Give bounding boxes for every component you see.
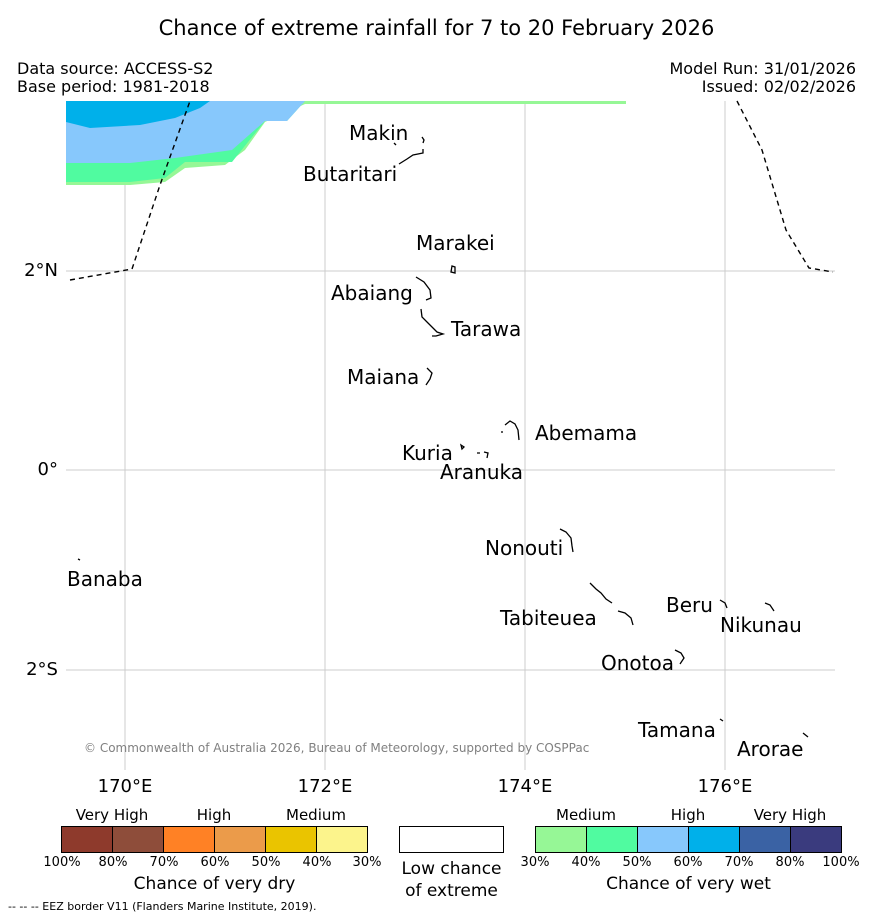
lat-label: 0° bbox=[37, 459, 58, 480]
gridlines bbox=[66, 101, 835, 770]
wet-swatch bbox=[791, 827, 841, 852]
dry-tick-label: 60% bbox=[200, 855, 230, 870]
island-kuria bbox=[459, 443, 466, 451]
eez-border-west bbox=[69, 100, 191, 281]
wet-tick-label: 80% bbox=[775, 855, 805, 870]
eez-border-note: -- -- -- EEZ border V11 (Flanders Marine… bbox=[8, 900, 317, 913]
place-label-marakei: Marakei bbox=[416, 231, 495, 255]
place-label-beru: Beru bbox=[666, 593, 713, 617]
copyright-notice: © Commonwealth of Australia 2026, Bureau… bbox=[84, 741, 590, 755]
place-label-arorae: Arorae bbox=[737, 737, 804, 761]
dry-legend-title: Chance of very dry bbox=[133, 874, 296, 894]
wet-colorbar bbox=[535, 826, 842, 853]
dry-swatch bbox=[113, 827, 164, 852]
islands bbox=[77, 136, 809, 738]
dry-group-label: Medium bbox=[286, 806, 346, 824]
source-info: Data source: ACCESS-S2 Base period: 1981… bbox=[17, 60, 213, 96]
place-label-aranuka: Aranuka bbox=[440, 460, 523, 484]
low-chance-line1: Low chance bbox=[401, 859, 502, 879]
dry-swatch bbox=[215, 827, 266, 852]
wet-swatch bbox=[740, 827, 791, 852]
dry-swatch bbox=[164, 827, 215, 852]
island-butaritari bbox=[398, 149, 424, 165]
dry-tick-label: 80% bbox=[98, 855, 128, 870]
base-period-text: Base period: 1981-2018 bbox=[17, 77, 210, 96]
place-label-tabiteuea: Tabiteuea bbox=[500, 606, 597, 630]
island-makin bbox=[421, 136, 425, 144]
place-label-abaiang: Abaiang bbox=[331, 281, 413, 305]
place-label-butaritari: Butaritari bbox=[303, 162, 398, 186]
eez-border-east bbox=[736, 100, 834, 273]
dry-swatch bbox=[266, 827, 317, 852]
data-source-text: Data source: ACCESS-S2 bbox=[17, 59, 214, 78]
run-info: Model Run: 31/01/2026 Issued: 02/02/2026 bbox=[670, 60, 857, 96]
wet-swatch bbox=[587, 827, 638, 852]
island-beru bbox=[719, 599, 728, 609]
eez-border bbox=[69, 100, 834, 281]
dry-tick-label: 30% bbox=[352, 855, 382, 870]
wet-swatch bbox=[689, 827, 740, 852]
wet-60-70-region bbox=[66, 101, 210, 128]
wet-legend-title: Chance of very wet bbox=[606, 874, 771, 894]
island-arorae bbox=[802, 732, 809, 738]
place-label-nikunau: Nikunau bbox=[720, 613, 802, 637]
place-label-kuria: Kuria bbox=[402, 441, 453, 465]
map-title: Chance of extreme rainfall for 7 to 20 F… bbox=[158, 16, 715, 40]
place-label-onotoa: Onotoa bbox=[601, 651, 674, 675]
dry-colorbar bbox=[61, 826, 368, 853]
island-aranuka bbox=[477, 451, 489, 459]
island-tarawa bbox=[420, 308, 446, 337]
lon-label: 174°E bbox=[497, 776, 553, 797]
wet-group-label: Medium bbox=[556, 806, 616, 824]
dry-group-label: Very High bbox=[75, 806, 149, 824]
issued-text: Issued: 02/02/2026 bbox=[701, 77, 856, 96]
lon-label: 170°E bbox=[97, 776, 153, 797]
place-label-tarawa: Tarawa bbox=[451, 317, 522, 341]
island-onotoa bbox=[674, 649, 685, 665]
island-nonouti bbox=[559, 528, 574, 553]
wet-group-label: High bbox=[670, 806, 706, 824]
low-chance-label: Low chance of extreme bbox=[385, 858, 518, 902]
place-label-maiana: Maiana bbox=[347, 365, 420, 389]
lon-label: 176°E bbox=[697, 776, 753, 797]
dry-tick-label: 50% bbox=[251, 855, 281, 870]
wet-tick-label: 100% bbox=[822, 855, 860, 870]
wet-probability-field bbox=[66, 101, 626, 185]
wet-tick-label: 30% bbox=[520, 855, 550, 870]
island-abaiang bbox=[415, 276, 432, 301]
island-tamana bbox=[719, 718, 724, 722]
low-chance-swatch bbox=[399, 826, 504, 853]
dry-tick-label: 100% bbox=[43, 855, 81, 870]
place-label-nonouti: Nonouti bbox=[485, 536, 564, 560]
place-label-tamana: Tamana bbox=[638, 718, 716, 742]
place-label-makin: Makin bbox=[349, 121, 409, 145]
island-maiana bbox=[425, 367, 433, 386]
lon-label: 172°E bbox=[297, 776, 353, 797]
wet-swatch bbox=[536, 827, 587, 852]
wet-tick-label: 70% bbox=[724, 855, 754, 870]
dry-swatch bbox=[317, 827, 367, 852]
wet-group-label: Very High bbox=[753, 806, 827, 824]
lat-label: 2°S bbox=[26, 659, 58, 680]
island-makin-islet bbox=[393, 142, 397, 146]
dry-group-label: High bbox=[196, 806, 232, 824]
island-tabiteuea bbox=[589, 582, 634, 626]
island-abemama bbox=[504, 420, 520, 441]
wet-tick-label: 60% bbox=[673, 855, 703, 870]
wet-swatch bbox=[638, 827, 689, 852]
wet-tick-label: 40% bbox=[571, 855, 601, 870]
island-marakei bbox=[450, 265, 456, 274]
island-banaba bbox=[77, 558, 81, 561]
place-label-banaba: Banaba bbox=[67, 567, 143, 591]
dry-swatch bbox=[62, 827, 113, 852]
dry-tick-label: 40% bbox=[302, 855, 332, 870]
model-run-text: Model Run: 31/01/2026 bbox=[669, 59, 857, 78]
low-chance-line2: of extreme bbox=[405, 881, 498, 901]
lat-label: 2°N bbox=[24, 260, 58, 281]
dry-tick-label: 70% bbox=[149, 855, 179, 870]
wet-tick-label: 50% bbox=[622, 855, 652, 870]
island-nikunau bbox=[764, 602, 775, 612]
place-label-abemama: Abemama bbox=[535, 421, 638, 445]
